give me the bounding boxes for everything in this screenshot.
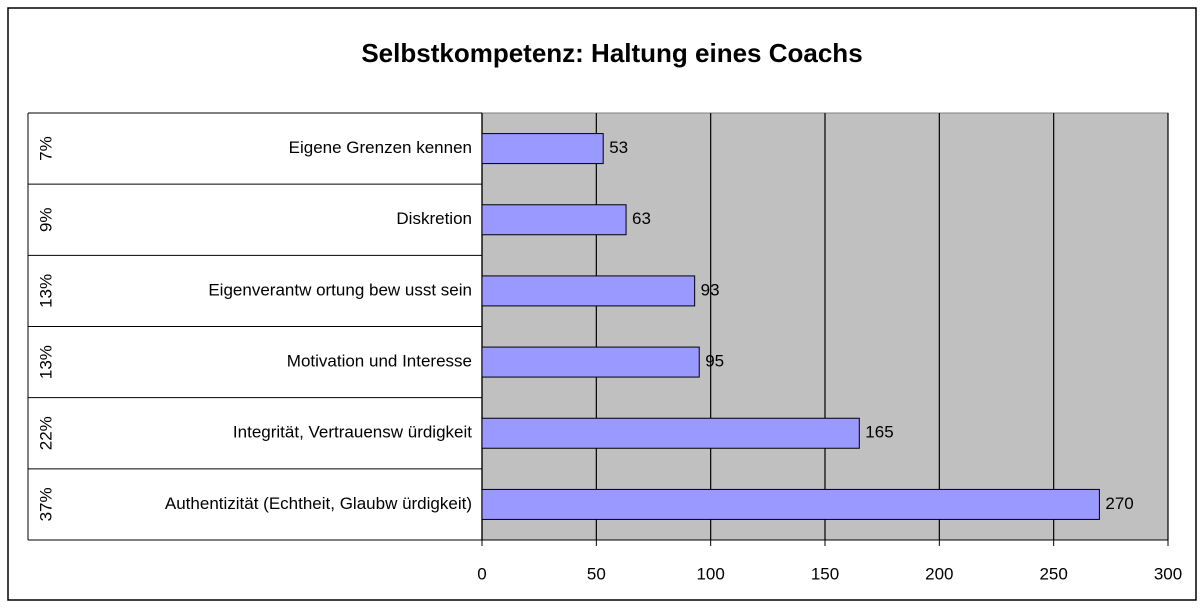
bar xyxy=(481,204,627,236)
y-tick-label: Authentizität (Echtheit, Glaubw ürdigkei… xyxy=(165,494,472,513)
x-tick-label: 150 xyxy=(811,564,839,583)
data-label: 93 xyxy=(701,280,720,299)
data-label: 63 xyxy=(632,209,651,228)
x-tick-label: 250 xyxy=(1039,564,1067,583)
x-tick-label: 0 xyxy=(477,564,486,583)
bar xyxy=(481,417,860,449)
bar xyxy=(481,133,604,165)
x-tick-label: 50 xyxy=(587,564,606,583)
chart-title: Selbstkompetenz: Haltung eines Coachs xyxy=(361,38,862,68)
row-label: 37% xyxy=(36,487,55,521)
data-label: 270 xyxy=(1105,494,1133,513)
x-tick-label: 200 xyxy=(925,564,953,583)
data-label: 53 xyxy=(609,138,628,157)
y-tick-label: Eigene Grenzen kennen xyxy=(289,138,472,157)
data-label: 95 xyxy=(705,352,724,371)
bar xyxy=(481,346,700,378)
y-tick-label: Eigenverantw ortung bew usst sein xyxy=(208,280,472,299)
data-label: 165 xyxy=(865,423,893,442)
y-tick-label: Motivation und Interesse xyxy=(287,352,472,371)
row-label: 13% xyxy=(36,274,55,308)
bar xyxy=(481,275,696,307)
x-tick-label: 300 xyxy=(1154,564,1182,583)
x-tick-label: 100 xyxy=(696,564,724,583)
row-label: 13% xyxy=(36,345,55,379)
bar xyxy=(481,488,1100,520)
row-label: 9% xyxy=(36,207,55,232)
row-label: 22% xyxy=(36,416,55,450)
y-tick-label: Diskretion xyxy=(396,209,472,228)
y-tick-label: Integrität, Vertrauensw ürdigkeit xyxy=(233,423,472,442)
row-label: 7% xyxy=(36,136,55,161)
